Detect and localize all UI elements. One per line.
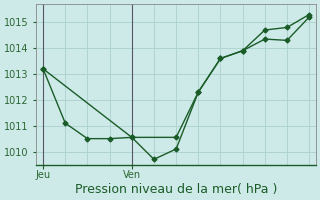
X-axis label: Pression niveau de la mer( hPa ): Pression niveau de la mer( hPa ): [75, 183, 277, 196]
